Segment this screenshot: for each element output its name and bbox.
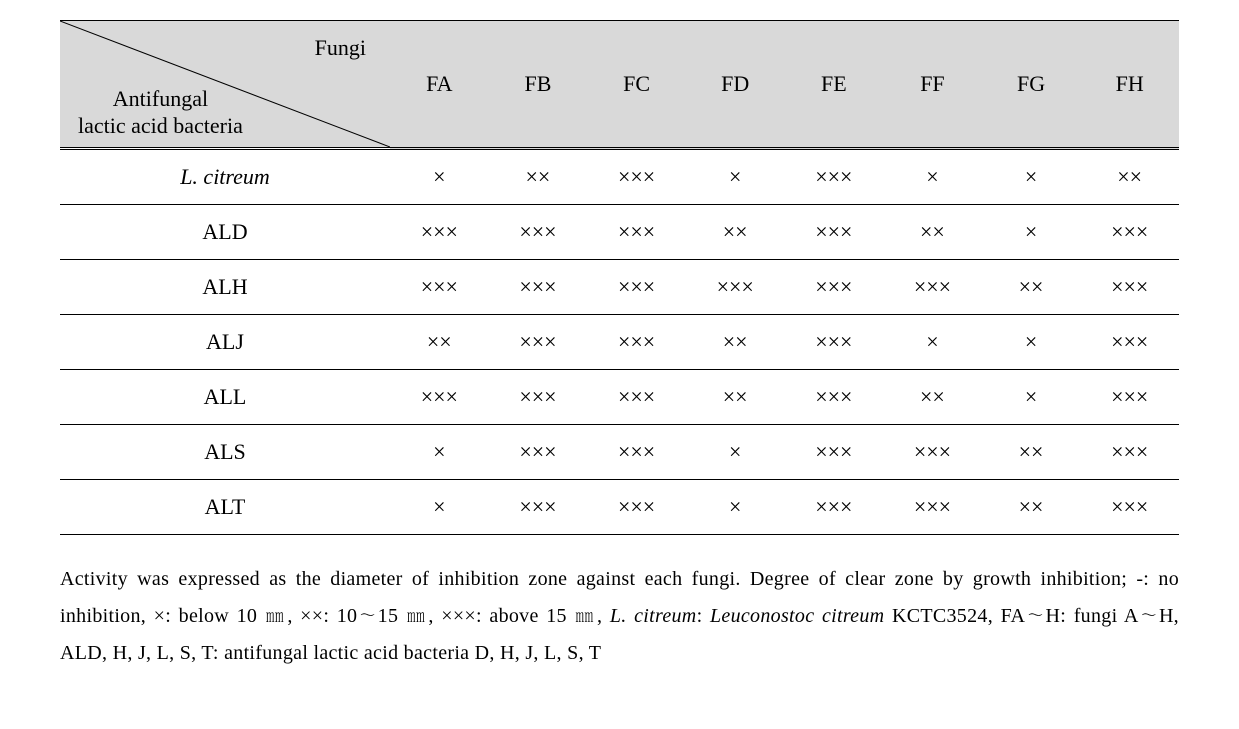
table-cell: ×× (1080, 149, 1179, 205)
row-header: ALD (60, 205, 390, 260)
row-header: ALH (60, 260, 390, 315)
table-cell: × (883, 315, 982, 370)
table-cell: ××× (587, 260, 686, 315)
table-cell: ××× (489, 260, 588, 315)
table-cell: ××× (587, 370, 686, 425)
row-header: ALS (60, 425, 390, 480)
row-header-label: ALH (202, 274, 247, 299)
table-row: L. citreum×××××××××××××× (60, 149, 1179, 205)
footnote-part: L. citreum (610, 605, 697, 627)
table-cell: × (982, 205, 1081, 260)
table-cell: ××× (785, 315, 884, 370)
table-cell: ×× (883, 370, 982, 425)
table-cell: × (686, 149, 785, 205)
table-header: Fungi Antifungallactic acid bacteria FA … (60, 21, 1179, 149)
table-cell: ××× (587, 425, 686, 480)
col-header: FC (587, 21, 686, 149)
table-cell: ××× (785, 205, 884, 260)
table-cell: × (883, 149, 982, 205)
table-cell: ××× (785, 425, 884, 480)
table-row: ALS××××××××××××××××××× (60, 425, 1179, 480)
table-cell: × (686, 425, 785, 480)
table-cell: ××× (1080, 480, 1179, 535)
table-cell: ××× (1080, 315, 1179, 370)
col-header: FD (686, 21, 785, 149)
table-cell: ××× (390, 260, 489, 315)
row-header-label: ALT (205, 494, 246, 519)
diagonal-label-bottom-line1: Antifungal (113, 86, 208, 111)
table-row: ALL×××××××××××××××××××× (60, 370, 1179, 425)
col-header: FH (1080, 21, 1179, 149)
table-body: L. citreum××××××××××××××ALD×××××××××××××… (60, 149, 1179, 535)
table-cell: ××× (883, 480, 982, 535)
page: Fungi Antifungallactic acid bacteria FA … (0, 0, 1239, 722)
table-cell: ××× (390, 205, 489, 260)
table-cell: ××× (489, 205, 588, 260)
table-cell: ××× (686, 260, 785, 315)
table-cell: ×× (982, 480, 1081, 535)
table-row: ALH××××××××××××××××××××××× (60, 260, 1179, 315)
table-cell: ××× (1080, 425, 1179, 480)
col-header: FG (982, 21, 1081, 149)
table-row: ALT××××××××××××××××××× (60, 480, 1179, 535)
table-cell: × (982, 315, 1081, 370)
table-cell: × (390, 425, 489, 480)
table-cell: ××× (489, 480, 588, 535)
diagonal-label-top: Fungi (315, 35, 366, 61)
table-cell: × (982, 370, 1081, 425)
row-header-label: ALD (202, 219, 247, 244)
col-header: FF (883, 21, 982, 149)
table-cell: ××× (390, 370, 489, 425)
table-cell: ××× (587, 205, 686, 260)
table-cell: ××× (489, 425, 588, 480)
row-header: ALT (60, 480, 390, 535)
table-cell: × (982, 149, 1081, 205)
table-cell: ×× (686, 315, 785, 370)
table-cell: ××× (785, 260, 884, 315)
table-cell: × (390, 149, 489, 205)
footnote-text: Activity was expressed as the diameter o… (60, 561, 1179, 672)
table-row: ALJ×××××××××××××××××× (60, 315, 1179, 370)
diagonal-header-cell: Fungi Antifungallactic acid bacteria (60, 21, 390, 149)
table-cell: ×× (982, 425, 1081, 480)
table-cell: ××× (489, 370, 588, 425)
table-cell: × (686, 480, 785, 535)
col-header: FE (785, 21, 884, 149)
table-cell: ××× (587, 480, 686, 535)
table-header-row: Fungi Antifungallactic acid bacteria FA … (60, 21, 1179, 149)
table-cell: ××× (883, 425, 982, 480)
row-header-label: ALS (204, 439, 246, 464)
table-cell: ××× (1080, 370, 1179, 425)
table-cell: × (390, 480, 489, 535)
table-cell: ××× (587, 315, 686, 370)
table-cell: ××× (1080, 205, 1179, 260)
table-cell: ××× (1080, 260, 1179, 315)
table-cell: ×× (390, 315, 489, 370)
table-cell: ××× (883, 260, 982, 315)
table-cell: ×× (686, 370, 785, 425)
row-header-label: L. citreum (180, 164, 270, 189)
row-header-label: ALL (204, 384, 247, 409)
diagonal-label-bottom: Antifungallactic acid bacteria (78, 86, 243, 139)
table-cell: ××× (489, 315, 588, 370)
table-cell: ×× (883, 205, 982, 260)
col-header: FB (489, 21, 588, 149)
footnote-part: : (697, 605, 710, 627)
table-cell: ×× (686, 205, 785, 260)
table-cell: ××× (785, 370, 884, 425)
row-header-label: ALJ (206, 329, 244, 354)
table-row: ALD×××××××××××××××××××× (60, 205, 1179, 260)
antifungal-table: Fungi Antifungallactic acid bacteria FA … (60, 20, 1179, 535)
row-header: L. citreum (60, 149, 390, 205)
table-cell: ×× (982, 260, 1081, 315)
table-cell: ××× (785, 149, 884, 205)
row-header: ALL (60, 370, 390, 425)
col-header: FA (390, 21, 489, 149)
table-cell: ×× (489, 149, 588, 205)
row-header: ALJ (60, 315, 390, 370)
table-cell: ××× (785, 480, 884, 535)
diagonal-label-bottom-line2: lactic acid bacteria (78, 113, 243, 138)
table-cell: ××× (587, 149, 686, 205)
footnote-part: Leuconostoc citreum (710, 605, 884, 627)
